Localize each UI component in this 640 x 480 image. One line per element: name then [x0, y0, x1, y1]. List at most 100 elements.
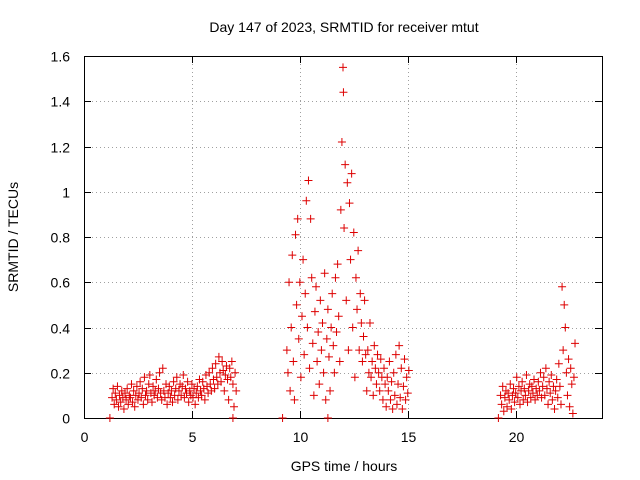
data-point: [220, 386, 229, 395]
data-point: [381, 380, 390, 389]
data-point: [494, 414, 503, 422]
data-point: [109, 384, 118, 393]
data-point: [300, 350, 309, 359]
data-point: [559, 346, 568, 355]
data-point: [172, 373, 181, 382]
data-point: [392, 400, 401, 409]
data-point: [360, 296, 369, 305]
data-point: [378, 395, 387, 404]
data-point: [518, 377, 527, 386]
data-point: [547, 371, 556, 380]
data-point: [567, 380, 576, 389]
data-point: [139, 400, 148, 409]
data-point: [550, 404, 559, 413]
data-point: [357, 318, 366, 327]
data-point: [206, 380, 215, 389]
data-point: [228, 414, 237, 422]
data-point: [290, 395, 299, 404]
data-point: [542, 384, 551, 393]
data-point: [155, 368, 164, 377]
data-point: [525, 380, 534, 389]
data-point: [128, 398, 137, 407]
data-point: [166, 393, 175, 402]
data-point: [522, 371, 531, 380]
data-point: [200, 395, 209, 404]
data-point: [509, 384, 518, 393]
data-point: [226, 373, 235, 382]
data-point: [230, 402, 239, 411]
data-point: [217, 377, 226, 386]
data-point: [349, 228, 358, 237]
data-point: [334, 312, 343, 321]
data-point: [225, 364, 234, 373]
data-point: [231, 368, 240, 377]
data-point: [339, 63, 347, 72]
data-point: [306, 214, 315, 223]
data-point: [307, 273, 316, 282]
data-point: [183, 377, 192, 386]
data-point: [536, 368, 545, 377]
data-point: [507, 404, 516, 413]
data-point: [371, 364, 380, 373]
y-tick-label: 0.8: [51, 230, 71, 246]
data-point: [154, 384, 163, 393]
data-point: [332, 328, 341, 337]
data-point: [152, 375, 161, 384]
data-point: [355, 346, 364, 355]
data-point: [504, 389, 513, 398]
data-point: [328, 289, 337, 298]
data-point: [562, 368, 571, 377]
data-point: [505, 395, 514, 404]
data-point: [323, 305, 332, 314]
data-point: [169, 377, 178, 386]
data-point: [320, 269, 329, 278]
data-point: [110, 400, 119, 409]
data-point: [383, 373, 392, 382]
data-point: [404, 366, 413, 375]
data-point: [326, 386, 335, 395]
data-point: [500, 393, 509, 402]
data-point: [282, 346, 291, 355]
data-point: [337, 137, 346, 146]
data-point: [350, 373, 359, 382]
data-point: [554, 359, 563, 368]
data-point: [331, 273, 340, 282]
data-point: [114, 402, 123, 411]
y-tick-label: 1: [62, 185, 70, 201]
data-point: [510, 398, 519, 407]
x-tick-label: 20: [509, 429, 525, 445]
data-point: [497, 400, 506, 409]
data-point: [403, 389, 412, 398]
data-point: [351, 273, 360, 282]
y-tick-label: 1.4: [51, 94, 71, 110]
data-point: [370, 341, 379, 350]
data-point: [291, 230, 300, 239]
data-point: [126, 393, 135, 402]
data-point: [288, 251, 297, 260]
data-point: [528, 389, 537, 398]
data-point: [191, 400, 200, 409]
data-point: [540, 391, 549, 400]
y-tick-label: 0.4: [51, 321, 71, 337]
data-point: [531, 395, 540, 404]
x-tick-label: 15: [401, 429, 417, 445]
data-point: [524, 386, 533, 395]
data-point: [130, 402, 139, 411]
x-tick-label: 5: [189, 429, 197, 445]
data-point: [541, 364, 550, 373]
y-tick-label: 1.6: [51, 49, 71, 65]
data-point: [496, 391, 505, 400]
data-point: [375, 386, 384, 395]
data-point: [527, 382, 536, 391]
data-point: [323, 414, 332, 422]
data-point: [526, 393, 535, 402]
data-point: [387, 377, 396, 386]
data-point: [173, 395, 182, 404]
data-point: [278, 414, 287, 422]
data-point: [174, 386, 183, 395]
data-point: [292, 300, 301, 309]
data-point: [330, 368, 339, 377]
data-point: [556, 400, 565, 409]
data-point: [221, 371, 230, 380]
data-point: [339, 88, 348, 97]
